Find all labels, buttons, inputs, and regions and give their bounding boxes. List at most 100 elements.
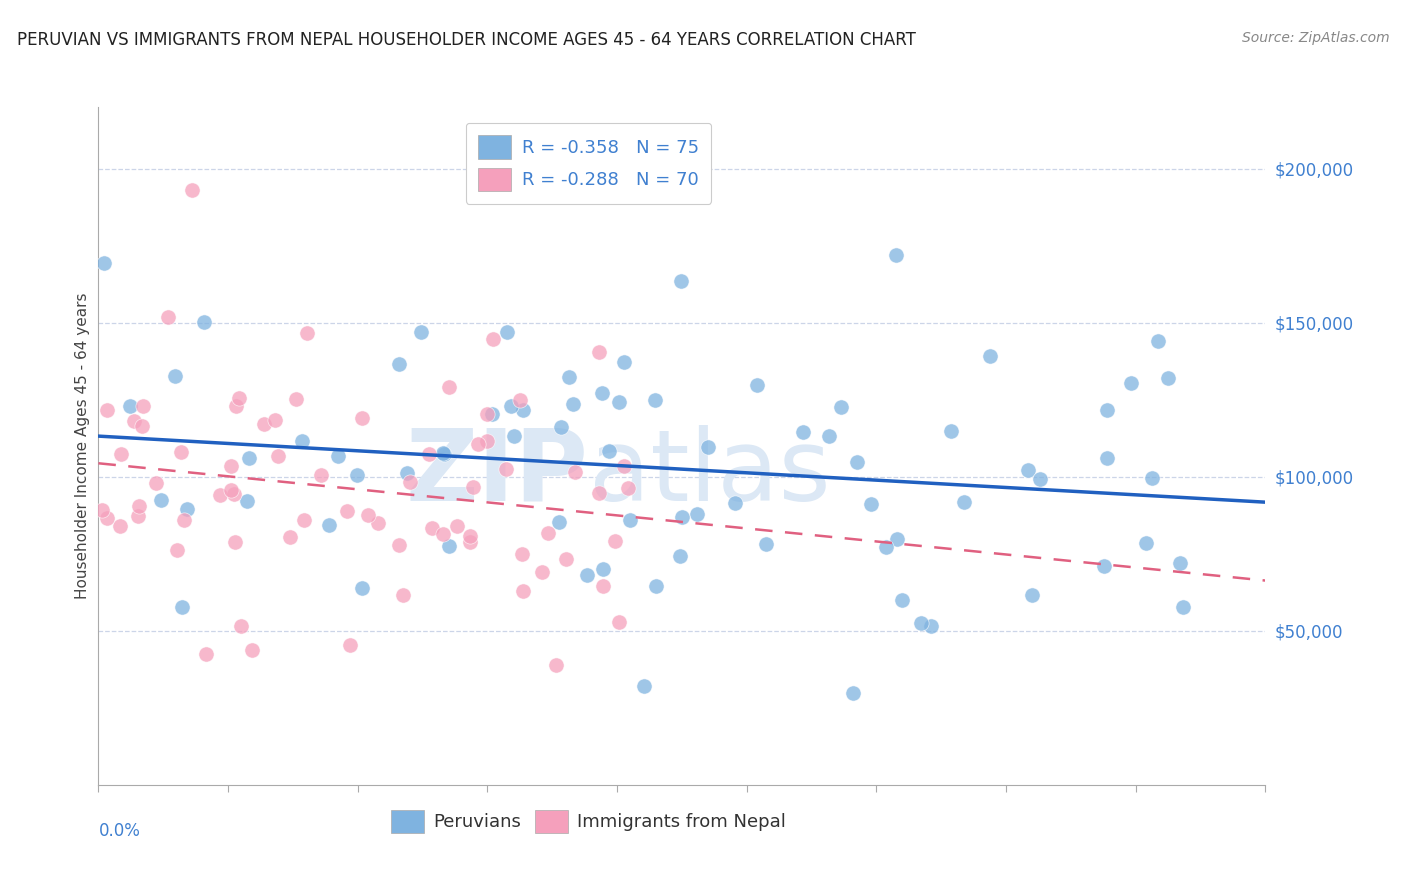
Point <box>920 619 942 633</box>
Point <box>318 517 340 532</box>
Point <box>339 638 361 652</box>
Point <box>467 436 489 450</box>
Point <box>890 593 912 607</box>
Point <box>1171 599 1194 614</box>
Point <box>240 642 263 657</box>
Point <box>388 538 411 552</box>
Point <box>356 508 378 522</box>
Point <box>1140 471 1163 485</box>
Point <box>352 581 374 595</box>
Point <box>236 493 259 508</box>
Point <box>264 412 287 426</box>
Point <box>291 434 314 449</box>
Point <box>145 476 167 491</box>
Point <box>350 411 373 425</box>
Text: PERUVIAN VS IMMIGRANTS FROM NEPAL HOUSEHOLDER INCOME AGES 45 - 64 YEARS CORRELAT: PERUVIAN VS IMMIGRANTS FROM NEPAL HOUSEH… <box>17 31 915 49</box>
Point <box>420 521 443 535</box>
Point <box>537 525 560 540</box>
Point <box>224 534 246 549</box>
Point <box>132 399 155 413</box>
Point <box>598 443 620 458</box>
Point <box>697 440 720 454</box>
Point <box>346 468 368 483</box>
Point <box>530 566 553 580</box>
Point <box>755 537 778 551</box>
Point <box>724 496 747 510</box>
Point <box>886 532 908 546</box>
Point <box>131 419 153 434</box>
Point <box>176 502 198 516</box>
Point <box>671 510 693 524</box>
Point <box>481 407 503 421</box>
Point <box>1095 451 1118 466</box>
Point <box>173 513 195 527</box>
Point <box>669 549 692 563</box>
Point <box>392 588 415 602</box>
Point <box>592 579 614 593</box>
Point <box>546 658 568 673</box>
Point <box>860 497 883 511</box>
Point <box>558 370 581 384</box>
Point <box>418 447 440 461</box>
Point <box>1119 376 1142 390</box>
Point <box>180 183 202 197</box>
Point <box>686 507 709 521</box>
Point <box>432 527 454 541</box>
Y-axis label: Householder Income Ages 45 - 64 years: Householder Income Ages 45 - 64 years <box>75 293 90 599</box>
Point <box>512 583 534 598</box>
Point <box>495 325 517 339</box>
Point <box>297 326 319 340</box>
Point <box>432 445 454 459</box>
Point <box>458 534 481 549</box>
Point <box>267 449 290 463</box>
Point <box>219 458 242 473</box>
Point <box>219 483 242 497</box>
Point <box>510 547 533 561</box>
Point <box>1147 334 1170 348</box>
Point <box>170 600 193 615</box>
Point <box>122 415 145 429</box>
Point <box>554 551 576 566</box>
Point <box>607 615 630 630</box>
Point <box>617 481 640 495</box>
Point <box>502 429 524 443</box>
Point <box>562 397 585 411</box>
Point <box>108 518 131 533</box>
Point <box>477 408 499 422</box>
Point <box>169 444 191 458</box>
Point <box>157 310 180 324</box>
Point <box>605 533 627 548</box>
Point <box>979 349 1001 363</box>
Point <box>910 615 932 630</box>
Point <box>588 485 610 500</box>
Point <box>875 540 897 554</box>
Point <box>592 562 614 576</box>
Point <box>512 403 534 417</box>
Point <box>278 530 301 544</box>
Point <box>292 513 315 527</box>
Point <box>591 386 613 401</box>
Point <box>253 417 276 431</box>
Point <box>669 274 692 288</box>
Point <box>841 685 863 699</box>
Point <box>588 344 610 359</box>
Point <box>285 392 308 407</box>
Point <box>941 424 963 438</box>
Point <box>93 256 115 270</box>
Point <box>91 503 114 517</box>
Point <box>481 332 503 346</box>
Point <box>463 480 485 494</box>
Point <box>817 428 839 442</box>
Point <box>1017 463 1039 477</box>
Point <box>1092 558 1115 573</box>
Point <box>547 515 569 529</box>
Point <box>845 455 868 469</box>
Point <box>477 434 499 449</box>
Point <box>193 315 215 329</box>
Point <box>110 447 132 461</box>
Point <box>432 447 454 461</box>
Point <box>575 567 598 582</box>
Point <box>830 401 852 415</box>
Point <box>388 357 411 371</box>
Point <box>367 516 389 531</box>
